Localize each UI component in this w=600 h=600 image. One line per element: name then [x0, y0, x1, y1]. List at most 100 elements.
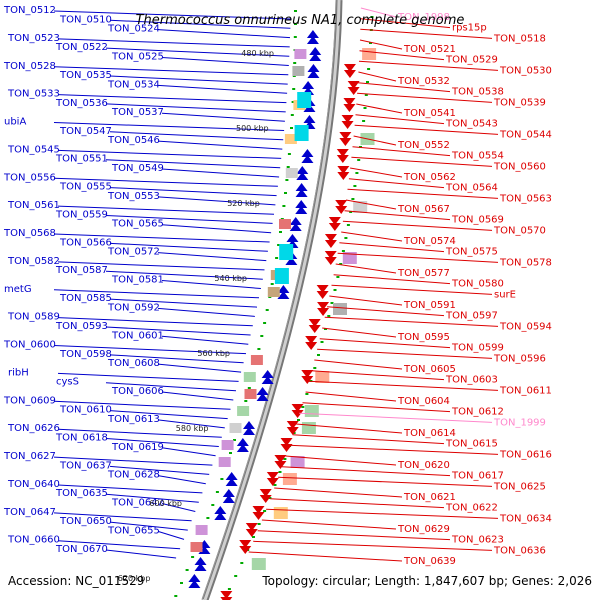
- reverse-gene-arrow: [301, 376, 314, 384]
- reverse-gene-arrow: [245, 523, 258, 531]
- left-gene-label: TON_0572: [107, 247, 160, 258]
- right-connector: [359, 39, 403, 50]
- tick-dot-inner: [282, 205, 286, 207]
- feature-block: [284, 134, 297, 144]
- right-gene-label: TON_0591: [403, 300, 456, 311]
- feature-block: [342, 252, 357, 264]
- left-connector: [53, 289, 260, 299]
- tick-dot-inner: [265, 309, 269, 311]
- forward-gene-arrow: [261, 370, 274, 378]
- right-connector: [351, 156, 493, 167]
- right-gene-label: TON_0599: [451, 343, 504, 354]
- right-gene-label: TON_0612: [451, 407, 504, 418]
- tick-dot-outer: [364, 94, 368, 96]
- tick-dot-inner: [270, 283, 274, 285]
- right-gene-label: TON_0564: [445, 183, 498, 194]
- right-connector: [355, 114, 445, 125]
- tick-dot-outer: [344, 237, 348, 239]
- feature-block: [251, 558, 266, 570]
- tick-dot-outer: [278, 471, 282, 473]
- tick-dot-inner: [290, 114, 294, 116]
- right-connector: [278, 476, 493, 487]
- tick-dot-inner: [285, 179, 289, 181]
- left-connector: [53, 10, 291, 20]
- tick-dot-inner: [191, 556, 195, 558]
- tick-dot-inner: [185, 569, 189, 571]
- forward-gene-arrow: [295, 183, 308, 191]
- left-connector: [109, 465, 210, 475]
- left-gene-label: TON_0512: [3, 5, 56, 16]
- reverse-gene-arrow: [266, 472, 279, 480]
- tick-dot-outer: [351, 198, 355, 200]
- tick-dot-outer: [339, 263, 343, 265]
- right-connector: [331, 284, 493, 295]
- tick-dot-inner: [275, 257, 279, 259]
- forward-gene-arrow: [242, 427, 255, 435]
- right-connector: [337, 252, 499, 263]
- left-connector: [53, 177, 278, 187]
- left-gene-label: TON_0551: [55, 154, 108, 165]
- right-gene-label: TON_0574: [403, 236, 456, 247]
- forward-gene-arrow: [286, 234, 299, 242]
- tick-dot-inner: [257, 348, 261, 350]
- forward-gene-arrow: [306, 36, 319, 44]
- left-gene-label: TON_0608: [107, 358, 160, 369]
- reverse-gene-arrow: [347, 81, 360, 89]
- reverse-gene-arrow: [324, 257, 337, 265]
- right-gene-label: TON_0538: [451, 87, 504, 98]
- right-connector: [305, 391, 397, 402]
- left-connector: [157, 196, 276, 206]
- right-gene-label: TON_0554: [451, 151, 504, 162]
- left-gene-label: TON_0555: [59, 182, 112, 193]
- left-gene-label: TON_0581: [111, 275, 164, 286]
- tick-dot-outer: [370, 16, 374, 18]
- right-gene-label: TON_0575: [445, 247, 498, 258]
- forward-gene-arrow: [277, 285, 290, 293]
- tick-dot-outer: [257, 523, 261, 525]
- ruler-labels: 480 kbp 500 kbp 520 kbp 540 kbp 560 kbp 580 k…: [118, 49, 274, 583]
- left-connector: [57, 261, 265, 271]
- right-gene-label: TON_0617: [451, 471, 504, 482]
- left-connector: [157, 29, 291, 39]
- reverse-gene-arrow: [305, 336, 318, 344]
- left-connector: [53, 345, 247, 355]
- forward-gene-arrow: [194, 563, 207, 571]
- tick-dot-outer: [353, 185, 357, 187]
- reverse-gene-arrow: [274, 455, 287, 463]
- tick-dot-outer: [252, 536, 255, 538]
- feature-block: [304, 405, 319, 417]
- right-gene-label: TON_0623: [451, 535, 504, 546]
- forward-gene-arrow: [242, 421, 255, 429]
- reverse-gene-arrow: [252, 512, 265, 520]
- left-connector: [109, 354, 244, 364]
- reverse-gene-arrow: [220, 597, 233, 600]
- feature-block: [294, 49, 307, 59]
- left-gene-label: metG: [4, 284, 32, 295]
- left-connector: [105, 103, 286, 113]
- tick-dot-inner: [206, 517, 210, 519]
- left-gene-label: TON_0587: [55, 265, 108, 276]
- left-connector: [161, 503, 196, 512]
- right-connector: [266, 508, 499, 519]
- right-connector: [248, 551, 403, 562]
- tick-dot-inner: [286, 166, 290, 168]
- tick-dot-inner: [284, 192, 287, 194]
- left-connector: [57, 428, 222, 438]
- left-gene-label: TON_0522: [55, 42, 108, 53]
- right-gene-label: TON_0529: [445, 55, 498, 66]
- tick-dot-inner: [291, 101, 295, 103]
- left-connector: [157, 475, 206, 485]
- ruler-label: 600 kbp: [149, 499, 182, 508]
- feature-block: [243, 372, 256, 382]
- right-connector: [257, 530, 451, 541]
- tick-dot-inner: [263, 322, 267, 324]
- right-gene-label: TON_0560: [493, 161, 546, 172]
- reverse-gene-arrow: [259, 489, 272, 497]
- right-gene-label: TON_0570: [493, 225, 546, 236]
- left-connector: [157, 140, 283, 150]
- forward-gene-arrow: [309, 47, 322, 55]
- forward-gene-arrow: [214, 506, 227, 514]
- left-gene-label: TON_0545: [7, 144, 60, 155]
- tick-dot-outer: [327, 315, 331, 317]
- forward-gene-arrow: [289, 217, 302, 225]
